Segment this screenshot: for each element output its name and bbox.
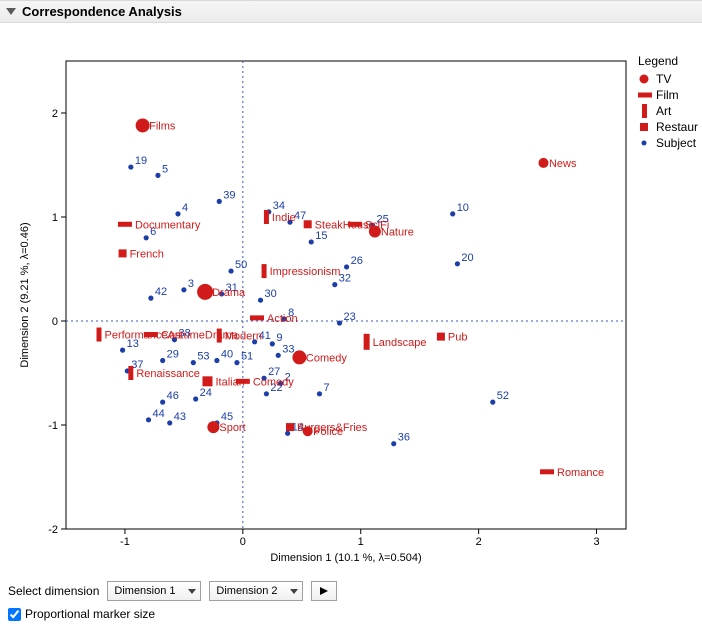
panel-title: Correspondence Analysis xyxy=(22,4,182,19)
svg-text:CostumeDrama: CostumeDrama xyxy=(161,330,239,342)
dimension1-value: Dimension 1 xyxy=(114,585,175,597)
svg-text:26: 26 xyxy=(351,255,363,267)
svg-text:30: 30 xyxy=(265,288,277,300)
svg-text:3: 3 xyxy=(188,278,194,290)
svg-text:Dimension 1 (10.1 %, λ=0.504): Dimension 1 (10.1 %, λ=0.504) xyxy=(270,552,421,564)
svg-text:40: 40 xyxy=(221,349,233,361)
svg-text:39: 39 xyxy=(223,189,235,201)
svg-text:Art: Art xyxy=(656,104,672,118)
svg-text:36: 36 xyxy=(398,432,410,444)
svg-text:Film: Film xyxy=(656,88,679,102)
svg-text:Pub: Pub xyxy=(448,332,468,344)
svg-text:Drama: Drama xyxy=(212,287,246,299)
chart-area: -10123-2-1012Dimension 1 (10.1 %, λ=0.50… xyxy=(0,23,702,575)
select-dimension-label: Select dimension xyxy=(8,584,99,598)
svg-text:5: 5 xyxy=(162,163,168,175)
dimension2-combo[interactable]: Dimension 2 xyxy=(209,581,303,601)
svg-text:52: 52 xyxy=(497,390,509,402)
disclosure-triangle-icon[interactable] xyxy=(6,8,16,15)
dimension2-value: Dimension 2 xyxy=(216,585,277,597)
svg-text:32: 32 xyxy=(339,273,351,285)
svg-text:Comedy: Comedy xyxy=(306,352,347,364)
svg-text:42: 42 xyxy=(155,286,167,298)
svg-text:1: 1 xyxy=(358,536,364,548)
chevron-down-icon xyxy=(188,589,196,594)
svg-text:Italian: Italian xyxy=(215,376,244,388)
svg-text:Legend: Legend xyxy=(638,54,678,68)
proportional-marker-checkbox[interactable] xyxy=(8,608,21,621)
next-button[interactable] xyxy=(311,581,337,601)
svg-text:2: 2 xyxy=(476,536,482,548)
svg-text:19: 19 xyxy=(135,155,147,167)
svg-text:Police: Police xyxy=(313,426,343,438)
proportional-marker-label: Proportional marker size xyxy=(25,607,155,621)
svg-text:51: 51 xyxy=(241,351,253,363)
arrow-right-icon xyxy=(319,586,329,596)
svg-text:43: 43 xyxy=(174,411,186,423)
svg-text:Landscape: Landscape xyxy=(373,337,427,349)
svg-text:2: 2 xyxy=(52,108,58,120)
controls-area: Select dimension Dimension 1 Dimension 2… xyxy=(0,575,702,629)
svg-text:34: 34 xyxy=(273,200,285,212)
svg-text:50: 50 xyxy=(235,259,247,271)
svg-text:Restaurant: Restaurant xyxy=(656,120,698,134)
svg-text:0: 0 xyxy=(52,316,58,328)
svg-text:24: 24 xyxy=(200,387,212,399)
svg-text:News: News xyxy=(549,158,577,170)
svg-text:29: 29 xyxy=(167,349,179,361)
dimension1-combo[interactable]: Dimension 1 xyxy=(107,581,201,601)
svg-text:33: 33 xyxy=(282,343,294,355)
svg-text:15: 15 xyxy=(315,230,327,242)
svg-text:1: 1 xyxy=(52,212,58,224)
svg-text:3: 3 xyxy=(593,536,599,548)
svg-text:4: 4 xyxy=(182,202,188,214)
svg-text:-2: -2 xyxy=(48,524,58,536)
svg-text:46: 46 xyxy=(167,390,179,402)
svg-text:Impressionism: Impressionism xyxy=(270,266,341,278)
svg-text:0: 0 xyxy=(240,536,246,548)
scatter-plot: -10123-2-1012Dimension 1 (10.1 %, λ=0.50… xyxy=(4,31,698,571)
svg-text:23: 23 xyxy=(344,311,356,323)
svg-text:TV: TV xyxy=(656,72,671,86)
svg-text:Indie: Indie xyxy=(272,212,296,224)
svg-text:9: 9 xyxy=(276,332,282,344)
svg-text:Renaissance: Renaissance xyxy=(136,368,200,380)
svg-text:Films: Films xyxy=(149,120,176,132)
correspondence-analysis-panel: Correspondence Analysis -10123-2-1012Dim… xyxy=(0,0,702,629)
svg-text:-1: -1 xyxy=(120,536,130,548)
svg-text:Comedy: Comedy xyxy=(253,376,294,388)
svg-text:French: French xyxy=(130,248,164,260)
svg-text:Nature: Nature xyxy=(381,227,414,239)
svg-text:-1: -1 xyxy=(48,420,58,432)
svg-text:53: 53 xyxy=(197,351,209,363)
svg-text:Sport: Sport xyxy=(219,422,245,434)
svg-text:Action: Action xyxy=(267,313,298,325)
svg-text:Dimension 2 (9.21 %, λ=0.46): Dimension 2 (9.21 %, λ=0.46) xyxy=(19,222,31,367)
svg-text:Romance: Romance xyxy=(557,467,604,479)
svg-text:Documentary: Documentary xyxy=(135,219,201,231)
chevron-down-icon xyxy=(290,589,298,594)
proportional-marker-row[interactable]: Proportional marker size xyxy=(8,607,694,621)
panel-header[interactable]: Correspondence Analysis xyxy=(0,0,702,23)
svg-text:44: 44 xyxy=(153,408,165,420)
svg-text:20: 20 xyxy=(461,252,473,264)
svg-text:10: 10 xyxy=(457,202,469,214)
svg-text:Subject: Subject xyxy=(656,136,697,150)
svg-text:7: 7 xyxy=(323,382,329,394)
